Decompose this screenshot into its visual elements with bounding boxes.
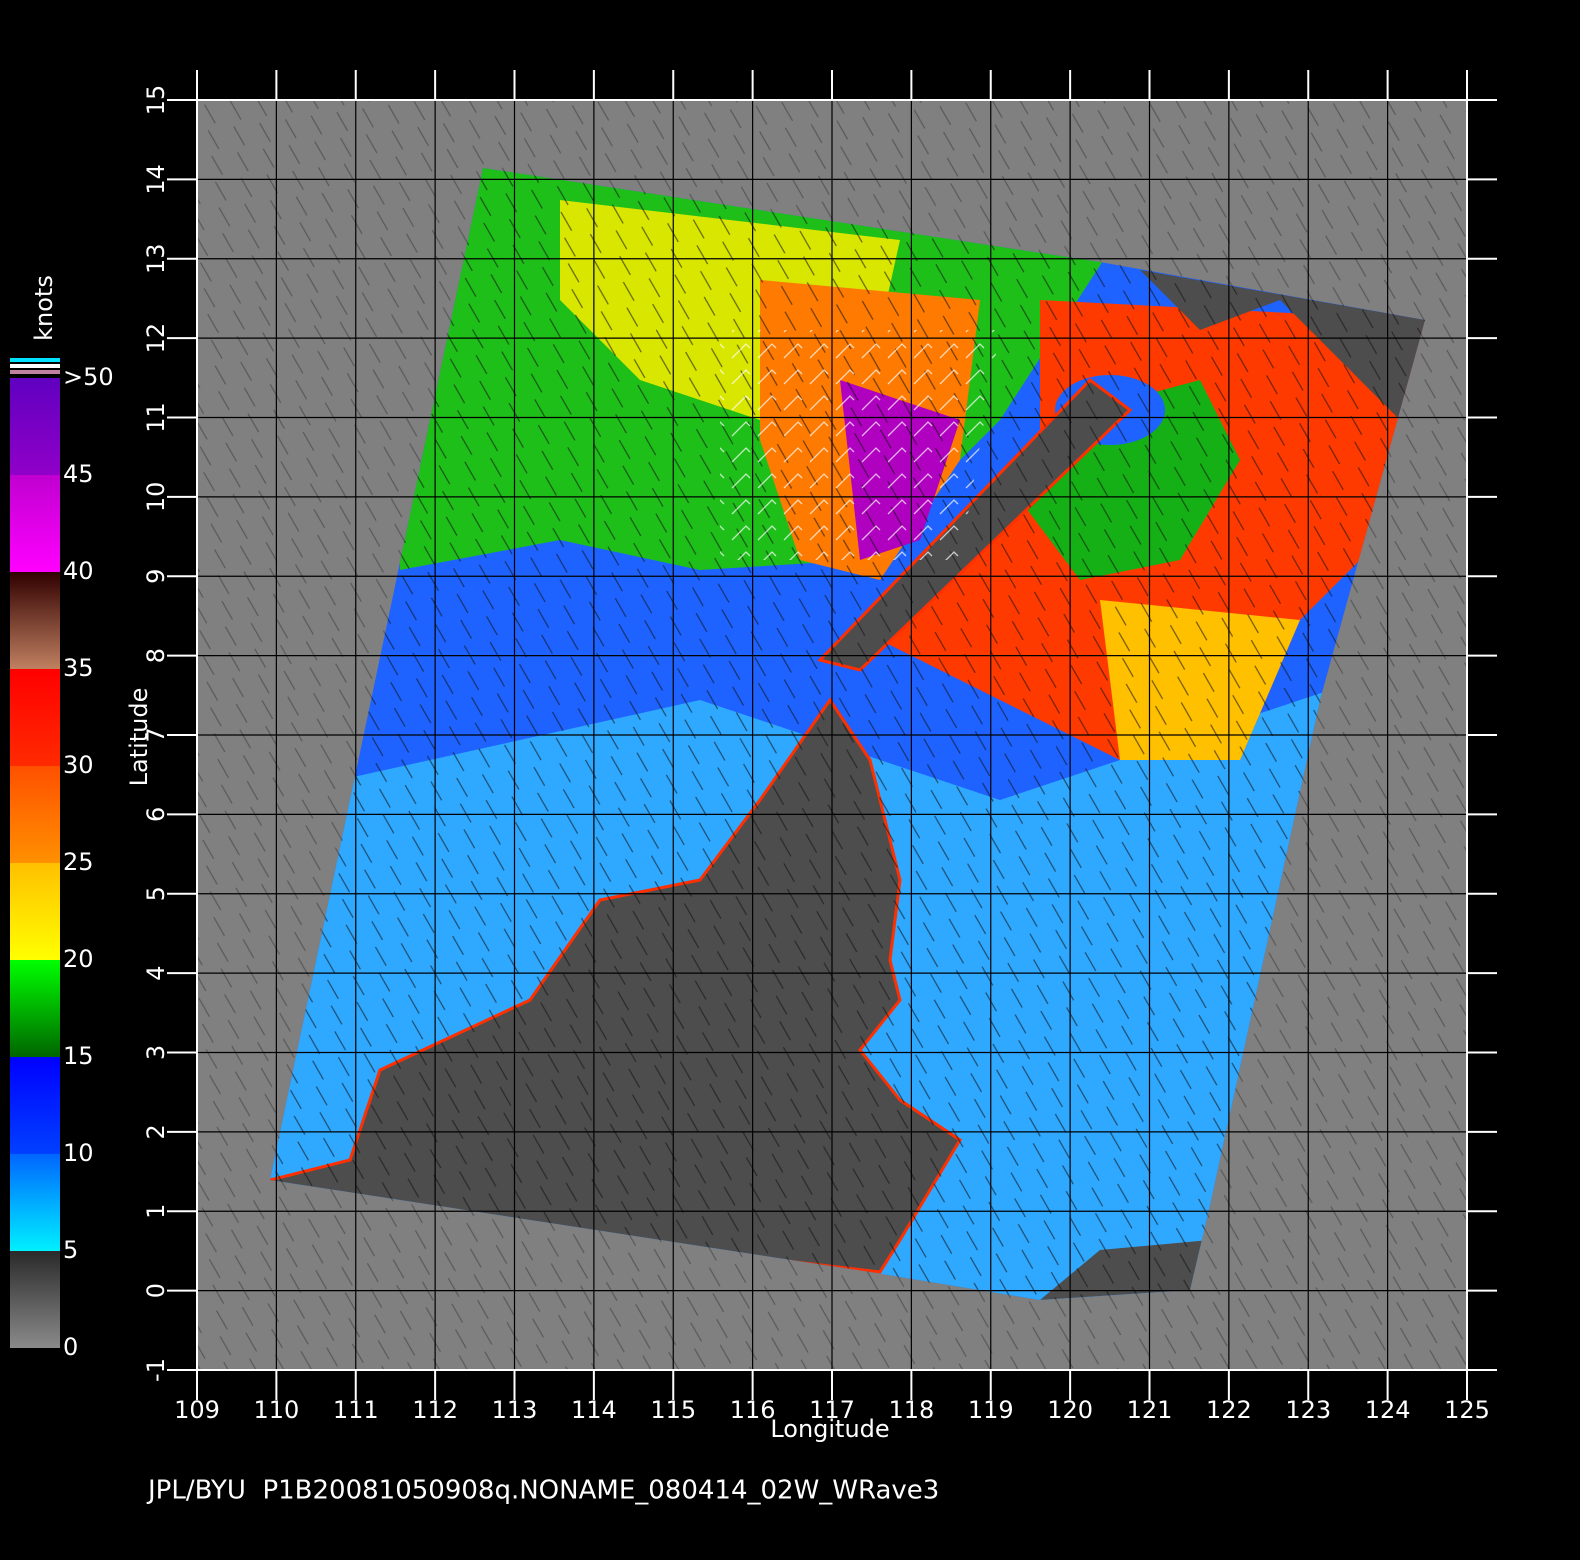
x-tick-label: 117 <box>809 1396 855 1424</box>
y-tick-label: 5 <box>142 886 170 901</box>
colorbar-segment <box>10 669 60 766</box>
colorbar-segment <box>10 475 60 572</box>
y-tick-label: 2 <box>142 1124 170 1139</box>
colorbar-segment <box>10 863 60 960</box>
x-tick-label: 121 <box>1127 1396 1173 1424</box>
y-tick-label: 8 <box>142 648 170 663</box>
x-tick-label: 124 <box>1365 1396 1411 1424</box>
x-tick-label: 125 <box>1444 1396 1490 1424</box>
y-tick-label: 1 <box>142 1204 170 1219</box>
x-tick-label: 114 <box>571 1396 617 1424</box>
y-tick-label: -1 <box>142 1358 170 1382</box>
x-tick-label: 119 <box>968 1396 1014 1424</box>
y-axis-label: Latitude <box>125 688 153 787</box>
colorbar-cap <box>10 358 60 362</box>
x-tick-label: 118 <box>888 1396 934 1424</box>
x-tick-label: 110 <box>253 1396 299 1424</box>
colorbar-label: >50 <box>63 363 114 391</box>
colorbar-label: 30 <box>63 751 94 779</box>
y-tick-label: 3 <box>142 1045 170 1060</box>
y-tick-label: 13 <box>142 243 170 274</box>
y-tick-label: 7 <box>142 727 170 742</box>
y-tick-label: 6 <box>142 807 170 822</box>
y-tick-label: 14 <box>142 164 170 195</box>
x-tick-label: 116 <box>730 1396 776 1424</box>
colorbar-label: 25 <box>63 848 94 876</box>
x-tick-label: 123 <box>1285 1396 1331 1424</box>
colorbar-label: 0 <box>63 1333 78 1361</box>
y-tick-label: 11 <box>142 402 170 433</box>
colorbar <box>10 358 60 1348</box>
y-tick-label: 10 <box>142 482 170 513</box>
colorbar-cap <box>10 364 60 368</box>
x-axis-label: Longitude <box>770 1415 889 1443</box>
colorbar-label: 45 <box>63 460 94 488</box>
colorbar-segment <box>10 378 60 475</box>
x-tick-label: 115 <box>650 1396 696 1424</box>
colorbar-label: 5 <box>63 1236 78 1264</box>
x-tick-label: 109 <box>174 1396 220 1424</box>
y-tick-label: 12 <box>142 323 170 354</box>
y-tick-label: 15 <box>142 85 170 116</box>
colorbar-segment <box>10 1057 60 1154</box>
colorbar-cap <box>10 370 60 374</box>
colorbar-label: 40 <box>63 557 94 585</box>
colorbar-label: 20 <box>63 945 94 973</box>
colorbar-label: 35 <box>63 654 94 682</box>
y-tick-label: 4 <box>142 965 170 980</box>
x-tick-label: 120 <box>1047 1396 1093 1424</box>
colorbar-segment <box>10 1154 60 1251</box>
x-tick-label: 113 <box>492 1396 538 1424</box>
colorbar-segment <box>10 766 60 863</box>
x-tick-label: 111 <box>333 1396 379 1424</box>
colorbar-label: 15 <box>63 1042 94 1070</box>
strong-wind-barbs <box>720 330 1000 560</box>
y-tick-label: 9 <box>142 569 170 584</box>
colorbar-label: 10 <box>63 1139 94 1167</box>
colorbar-segment <box>10 960 60 1057</box>
x-tick-label: 122 <box>1206 1396 1252 1424</box>
colorbar-unit: knots <box>30 275 58 341</box>
footer: JPL/BYU P1B20081050908q.NONAME_080414_02… <box>146 1476 939 1506</box>
colorbar-segment <box>10 572 60 669</box>
y-tick-label: 0 <box>142 1283 170 1298</box>
grid <box>197 100 1467 1370</box>
colorbar-segment <box>10 1251 60 1348</box>
x-tick-label: 112 <box>412 1396 458 1424</box>
